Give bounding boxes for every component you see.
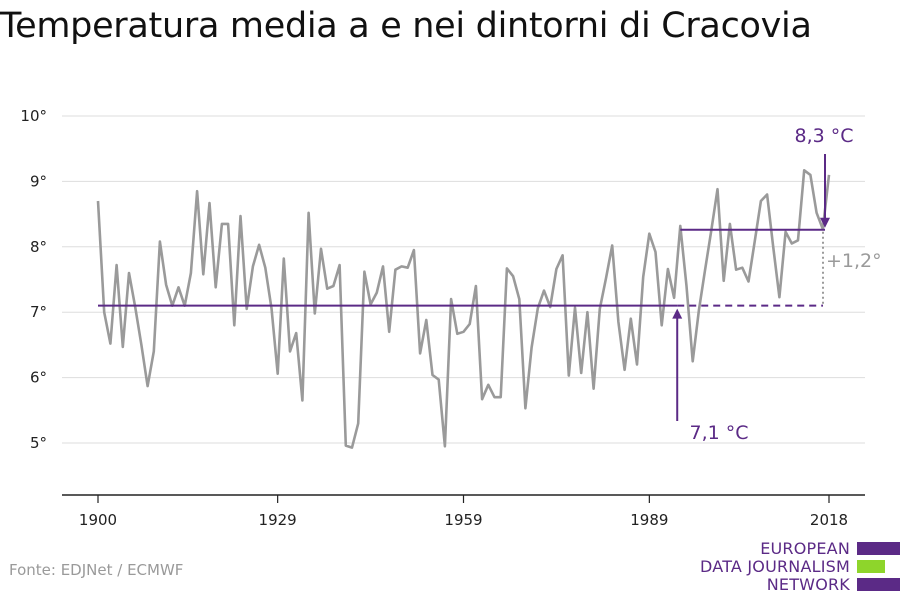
logo-line-european: EUROPEAN	[760, 539, 850, 558]
x-tick-label: 1989	[630, 511, 668, 529]
x-tick-label: 1929	[259, 511, 297, 529]
series-layer	[96, 169, 831, 449]
y-tick-label: 6°	[30, 369, 47, 387]
x-tick-label: 1900	[79, 511, 117, 529]
logo-bar-purple-top	[857, 542, 900, 555]
source-note: Fonte: EDJNet / ECMWF	[9, 561, 184, 579]
logo-bar-purple-bottom	[857, 578, 900, 591]
y-tick-label: 5°	[30, 434, 47, 452]
recent-mean-arrow-head	[820, 217, 830, 228]
baseline-mean-arrow-head	[672, 308, 683, 319]
logo-line-data-journalism: DATA JOURNALISM	[700, 557, 850, 576]
difference-label: +1,2°	[826, 250, 882, 272]
y-tick-label: 8°	[30, 238, 47, 256]
recent-mean-label: 8,3 °C	[794, 125, 853, 147]
gridlines	[62, 115, 865, 444]
y-tick-label: 9°	[30, 172, 47, 190]
axes: 5° 6° 7° 8° 9° 10° 1900 1929 1959 1989 2018	[20, 107, 865, 529]
y-tick-label: 7°	[30, 303, 47, 321]
edjnet-logo: EUROPEAN DATA JOURNALISM NETWORK	[700, 531, 900, 600]
baseline-mean-label: 7,1 °C	[689, 422, 748, 444]
chart-title: Temperatura media a e nei dintorni di Cr…	[0, 6, 812, 46]
y-tick-label: 10°	[20, 107, 47, 125]
x-tick-label: 2018	[810, 511, 848, 529]
logo-bar-green	[857, 560, 885, 573]
temperature-series-line	[96, 169, 831, 449]
x-tick-label: 1959	[444, 511, 482, 529]
annotations: 8,3 °C 7,1 °C +1,2°	[672, 125, 882, 444]
logo-line-network: NETWORK	[766, 575, 850, 594]
